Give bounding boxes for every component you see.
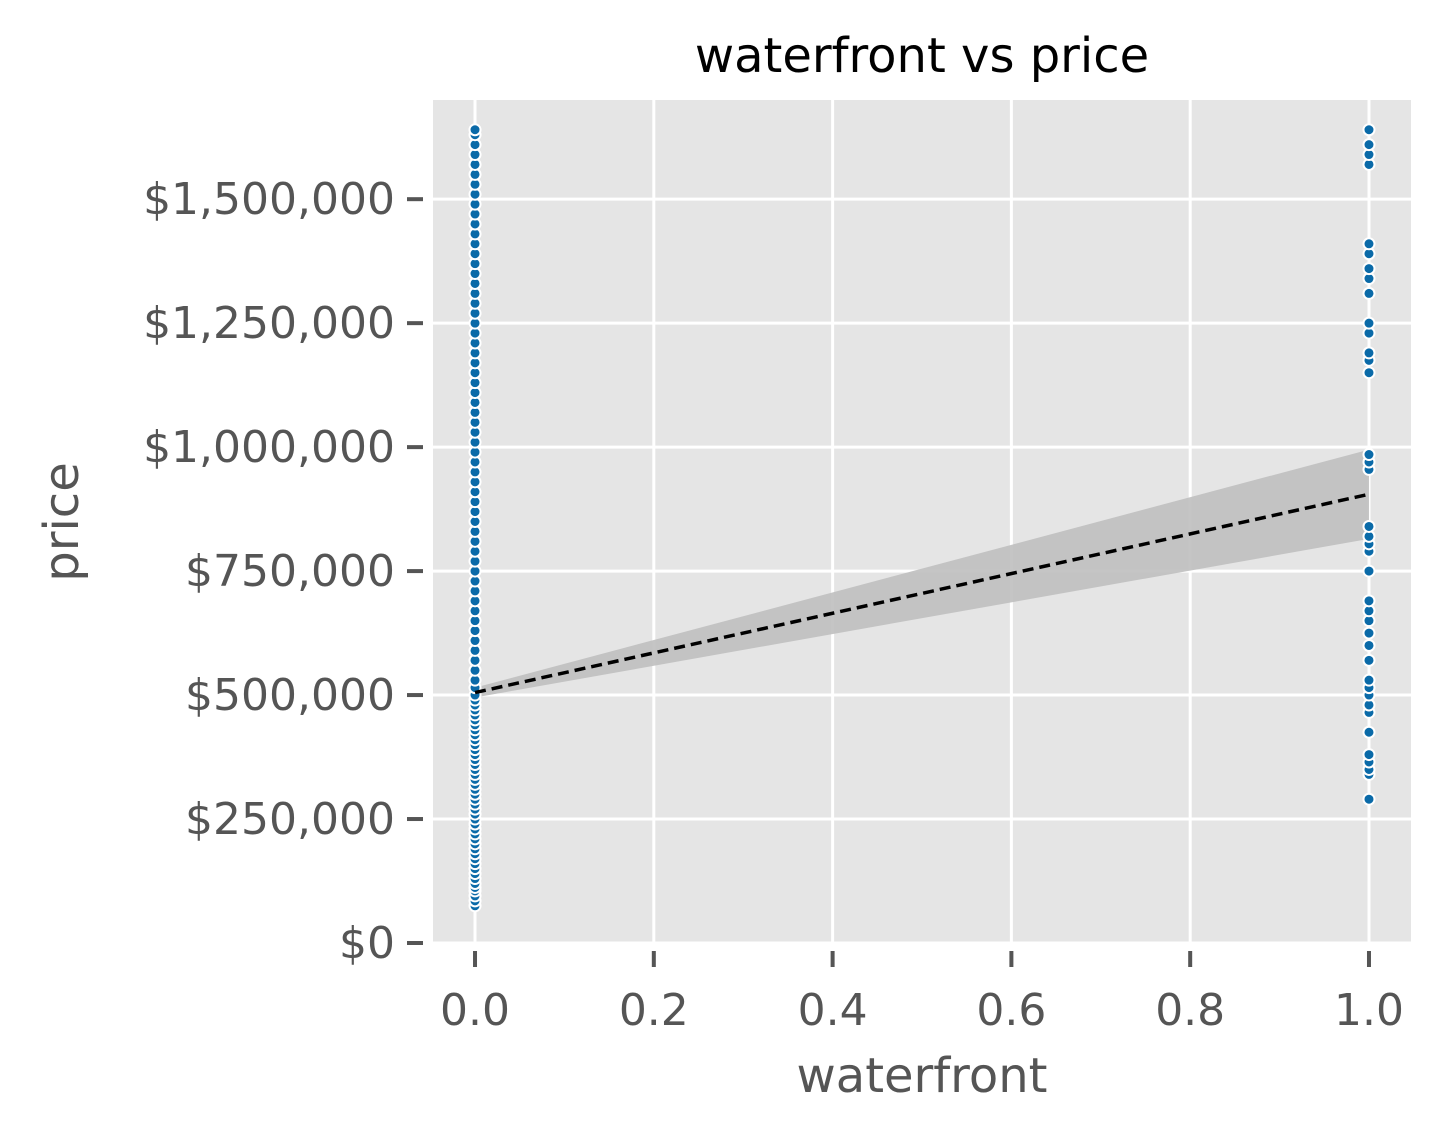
x-tick-label: 0.8 (1155, 985, 1225, 1036)
data-point (1362, 564, 1376, 578)
confidence-band-area (475, 449, 1369, 698)
data-point (1362, 286, 1376, 300)
x-tick-label: 0.2 (619, 985, 689, 1036)
y-tick-label: $1,250,000 (143, 298, 395, 349)
x-axis-title: waterfront (797, 1048, 1048, 1104)
data-point (1362, 448, 1376, 462)
y-axis-title: price (34, 462, 90, 581)
data-point (1362, 626, 1376, 640)
data-point (1362, 138, 1376, 152)
data-point (1362, 653, 1376, 667)
y-axis-ticks: $0 $250,000 $500,000 $750,000 $1,000,000 $1,2… (143, 174, 423, 969)
confidence-band (475, 449, 1369, 698)
data-point (1362, 346, 1376, 360)
data-point (468, 123, 482, 137)
data-point (1362, 792, 1376, 806)
data-point (1362, 237, 1376, 251)
data-point (1362, 316, 1376, 330)
data-points (468, 123, 1376, 913)
y-tick-label: $1,500,000 (143, 174, 395, 225)
x-tick-label: 0.4 (798, 985, 868, 1036)
y-tick-label: $250,000 (185, 794, 395, 845)
data-point (1362, 725, 1376, 739)
y-tick-label: $0 (339, 918, 395, 969)
x-tick-label: 0.0 (440, 985, 510, 1036)
x-tick-label: 0.6 (976, 985, 1046, 1036)
data-point (1362, 638, 1376, 652)
chart-title: waterfront vs price (695, 28, 1149, 84)
data-point (1362, 594, 1376, 608)
data-point (1362, 748, 1376, 762)
data-point (1362, 519, 1376, 533)
data-point (1362, 262, 1376, 276)
y-tick-label: $1,000,000 (143, 422, 395, 473)
y-tick-label: $500,000 (185, 670, 395, 721)
data-point (1362, 123, 1376, 137)
data-point (1362, 366, 1376, 380)
y-tick-label: $750,000 (185, 546, 395, 597)
x-tick-label: 1.0 (1334, 985, 1404, 1036)
data-point (1362, 673, 1376, 687)
x-axis-ticks: 0.0 0.2 0.4 0.6 0.8 1.0 (440, 951, 1404, 1036)
